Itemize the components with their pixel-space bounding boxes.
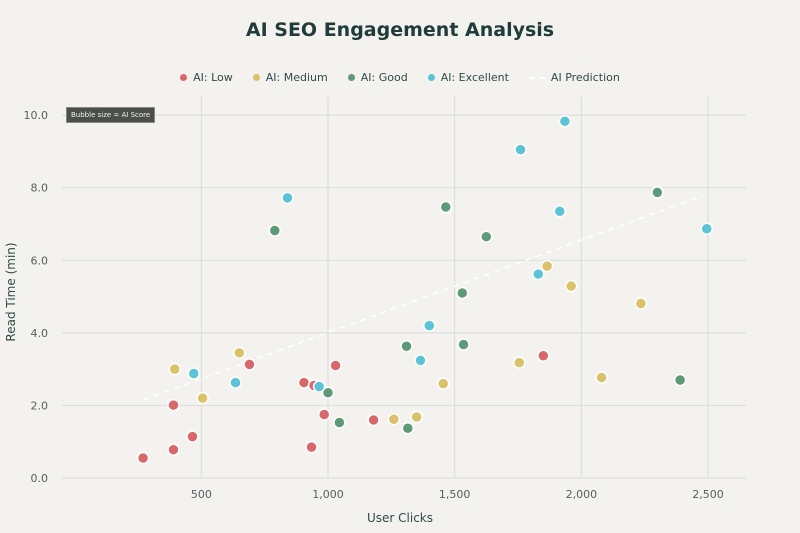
- y-tick-label: 10.0: [24, 109, 49, 122]
- point-low: [167, 443, 180, 456]
- point-excellent: [553, 205, 567, 218]
- point-good: [673, 373, 687, 387]
- point-medium: [564, 279, 578, 293]
- point-medium: [540, 259, 554, 273]
- x-tick-label: 2,500: [692, 488, 724, 501]
- point-excellent: [423, 319, 436, 332]
- point-medium: [233, 346, 246, 360]
- point-good: [457, 338, 470, 351]
- x-tick-label: 500: [191, 488, 212, 501]
- legend-label-prediction: AI Prediction: [550, 71, 620, 84]
- point-low: [167, 398, 180, 412]
- legend-line-prediction: [528, 76, 545, 79]
- y-tick-label: 0.0: [31, 472, 49, 485]
- point-medium: [634, 297, 648, 310]
- legend-label-low: AI: Low: [193, 71, 233, 84]
- point-good: [439, 200, 453, 214]
- point-low: [329, 359, 342, 372]
- point-low: [136, 451, 150, 465]
- point-excellent: [514, 143, 527, 156]
- point-good: [480, 230, 493, 243]
- x-axis-label: User Clicks: [366, 511, 433, 525]
- bubble-size-note: Bubble size = AI Score: [66, 107, 156, 123]
- y-tick-label: 4.0: [31, 327, 49, 340]
- prediction-line-layer: [142, 194, 704, 401]
- point-low: [305, 440, 318, 454]
- legend-item-excellent[interactable]: AI: Excellent: [427, 71, 509, 84]
- point-medium: [410, 410, 423, 424]
- point-excellent: [312, 380, 326, 393]
- legend-swatch-good: [347, 74, 355, 81]
- point-excellent: [187, 367, 200, 380]
- x-tick-label: 1,000: [312, 488, 344, 501]
- legend-swatch-low: [180, 74, 188, 81]
- prediction-line: [142, 194, 704, 401]
- point-good: [401, 422, 415, 435]
- point-medium: [387, 412, 401, 426]
- point-excellent: [558, 115, 572, 128]
- point-low: [243, 358, 256, 371]
- legend: AI: Low AI: Medium AI: Good AI: Excellen…: [0, 71, 800, 84]
- point-good: [321, 386, 335, 399]
- chart-title: AI SEO Engagement Analysis: [245, 19, 555, 41]
- point-good: [456, 286, 469, 300]
- point-low: [186, 430, 199, 443]
- point-medium: [595, 371, 608, 384]
- point-low: [297, 376, 311, 389]
- point-medium: [168, 362, 181, 376]
- legend-item-prediction[interactable]: AI Prediction: [528, 71, 620, 84]
- grid-layer: [62, 97, 746, 479]
- y-axis-label: Read Time (min): [4, 242, 18, 342]
- legend-label-excellent: AI: Excellent: [440, 71, 509, 84]
- point-excellent: [414, 354, 427, 367]
- point-medium: [513, 356, 526, 369]
- y-tick-label: 8.0: [31, 182, 49, 195]
- legend-label-good: AI: Good: [360, 71, 408, 84]
- x-tick-label: 1,500: [439, 488, 471, 501]
- y-tick-label: 6.0: [31, 254, 49, 267]
- legend-swatch-medium: [252, 74, 260, 81]
- point-medium: [196, 391, 209, 405]
- legend-item-medium[interactable]: AI: Medium: [252, 71, 328, 84]
- point-low: [317, 408, 331, 421]
- point-excellent: [281, 191, 294, 205]
- point-low: [367, 413, 380, 427]
- tick-layer: 500 1,000 1,500 2,000 2,500 0.0 2.0 4.0 6.0 8.0 10…: [24, 109, 724, 501]
- x-tick-label: 2,000: [566, 488, 598, 501]
- legend-item-low[interactable]: AI: Low: [180, 71, 233, 84]
- point-good: [400, 340, 413, 353]
- legend-item-good[interactable]: AI: Good: [347, 71, 408, 84]
- legend-swatch-excellent: [427, 74, 435, 81]
- point-excellent: [229, 376, 242, 389]
- point-excellent: [532, 267, 545, 281]
- y-tick-label: 2.0: [31, 399, 49, 412]
- point-good: [268, 224, 282, 237]
- point-excellent: [700, 222, 713, 235]
- point-medium: [437, 377, 450, 390]
- point-low: [537, 349, 550, 362]
- point-layer: [136, 115, 713, 465]
- legend-label-medium: AI: Medium: [265, 71, 328, 84]
- point-good: [333, 416, 346, 429]
- point-good: [651, 186, 664, 199]
